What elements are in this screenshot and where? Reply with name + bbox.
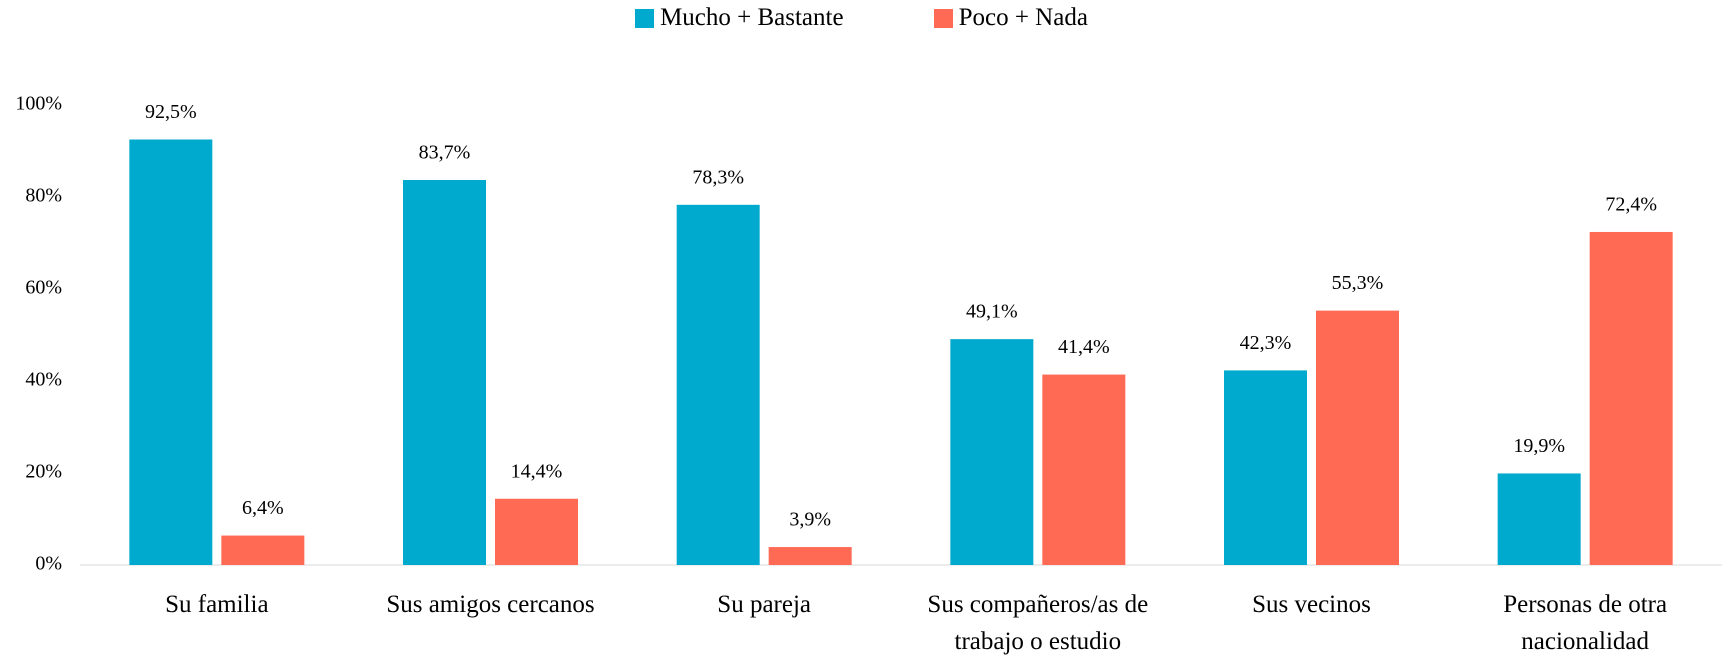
data-label: 6,4% [242, 497, 284, 519]
bar [495, 498, 578, 565]
bar [1316, 310, 1399, 565]
data-label: 49,1% [966, 301, 1018, 323]
data-label: 92,5% [145, 101, 197, 123]
bar [221, 535, 305, 565]
data-label: 19,9% [1513, 435, 1565, 457]
legend-label: Poco + Nada [958, 4, 1088, 31]
y-tick-label: 100% [15, 93, 62, 115]
bar [768, 547, 852, 565]
y-tick-label: 80% [25, 185, 62, 207]
data-label: 41,4% [1058, 336, 1110, 358]
legend-item: Mucho + Bastante [635, 4, 844, 32]
bar [1042, 374, 1126, 565]
legend-item: Poco + Nada [933, 4, 1088, 32]
y-tick-label: 60% [25, 277, 62, 299]
bar [950, 339, 1034, 565]
y-tick-label: 40% [25, 369, 62, 391]
legend-swatch [635, 8, 655, 28]
x-tick-label: Sus amigos cercanos [386, 591, 595, 618]
x-tick-label: Su pareja [717, 591, 812, 618]
data-label: 55,3% [1332, 272, 1384, 294]
legend-swatch [933, 8, 953, 28]
bar [676, 204, 760, 565]
x-tick-label: Sus vecinos [1252, 591, 1371, 618]
x-tick-label: Su familia [165, 591, 269, 618]
data-label: 3,9% [789, 509, 831, 531]
legend: Mucho + Bastante Poco + Nada [0, 4, 1723, 32]
data-label: 14,4% [511, 460, 563, 482]
x-tick-label: Sus compañeros/as de trabajo o estudio [927, 591, 1149, 655]
data-label: 78,3% [692, 166, 744, 188]
bar [1497, 473, 1581, 565]
bar [1589, 231, 1673, 565]
data-label: 42,3% [1240, 332, 1292, 354]
bar [1224, 370, 1307, 565]
y-tick-label: 20% [25, 461, 62, 483]
data-label: 83,7% [419, 142, 471, 164]
bar [129, 139, 213, 565]
data-label: 72,4% [1605, 194, 1657, 216]
y-tick-label: 0% [35, 553, 62, 575]
bar [403, 179, 486, 566]
legend-label: Mucho + Bastante [660, 4, 844, 31]
x-tick-label: Personas de otra nacionalidad [1503, 591, 1668, 655]
